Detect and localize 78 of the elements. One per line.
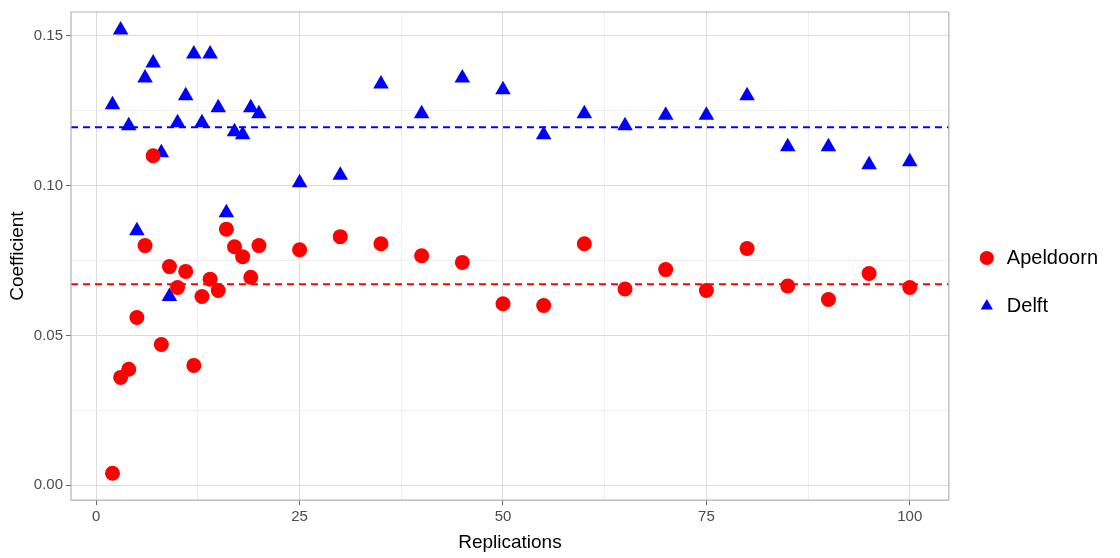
point (739, 241, 755, 257)
y-tick-label: 0.05 (33, 325, 63, 343)
point (251, 238, 267, 254)
point (186, 357, 202, 373)
point (137, 68, 153, 83)
point (169, 113, 186, 128)
point (861, 265, 877, 281)
point (120, 116, 137, 131)
point (243, 98, 259, 113)
point (202, 44, 218, 59)
y-tick-label: 0.10 (33, 175, 63, 193)
point (373, 236, 389, 252)
point (251, 104, 267, 119)
point (698, 106, 715, 120)
point (218, 221, 234, 237)
point (153, 336, 169, 352)
point (820, 137, 837, 152)
point (137, 238, 153, 254)
point (161, 259, 177, 275)
x-tick-label: 25 (291, 507, 308, 525)
point (373, 74, 389, 89)
point (454, 254, 470, 270)
point (779, 137, 796, 152)
point (698, 283, 714, 299)
point (145, 53, 161, 68)
point (901, 152, 918, 167)
point (121, 361, 137, 377)
point (535, 125, 552, 140)
x-tick-label: 50 (494, 507, 512, 525)
point (145, 148, 161, 164)
point (780, 278, 796, 294)
point (210, 98, 227, 113)
point (129, 221, 145, 236)
point (332, 166, 349, 180)
point (332, 229, 348, 245)
point (243, 269, 259, 285)
point (414, 248, 430, 264)
point (495, 80, 511, 95)
point (235, 249, 251, 265)
x-axis-title: Replications (458, 530, 562, 552)
point (495, 296, 511, 312)
legend-label: Delft (1006, 293, 1049, 316)
point (576, 104, 593, 119)
point (292, 242, 308, 258)
point (202, 271, 218, 287)
y-tick-label: 0.15 (33, 26, 63, 44)
point (104, 95, 121, 110)
point (218, 203, 235, 218)
point (861, 155, 877, 170)
point (820, 292, 836, 308)
point (194, 289, 210, 305)
x-tick-label: 100 (897, 507, 923, 525)
legend-label: Apeldoorn (1006, 245, 1099, 268)
point (170, 280, 186, 296)
y-axis-title: Coefficient (5, 210, 27, 301)
point (454, 68, 471, 83)
point (112, 20, 129, 35)
point (186, 44, 202, 59)
point (177, 86, 194, 101)
point (194, 113, 210, 128)
point (210, 283, 226, 299)
point (657, 106, 674, 120)
point (576, 236, 592, 252)
point (227, 239, 243, 255)
y-tick-label: 0.00 (33, 475, 63, 493)
point (536, 298, 552, 314)
x-tick-label: 75 (698, 507, 715, 525)
point (658, 262, 674, 278)
point (617, 281, 633, 297)
point (178, 263, 194, 279)
point (739, 86, 755, 101)
point (291, 173, 308, 188)
x-tick-label: 0 (92, 507, 101, 525)
point (129, 310, 145, 325)
point (617, 116, 633, 131)
point (902, 280, 918, 296)
point (413, 104, 430, 119)
point (234, 125, 251, 140)
